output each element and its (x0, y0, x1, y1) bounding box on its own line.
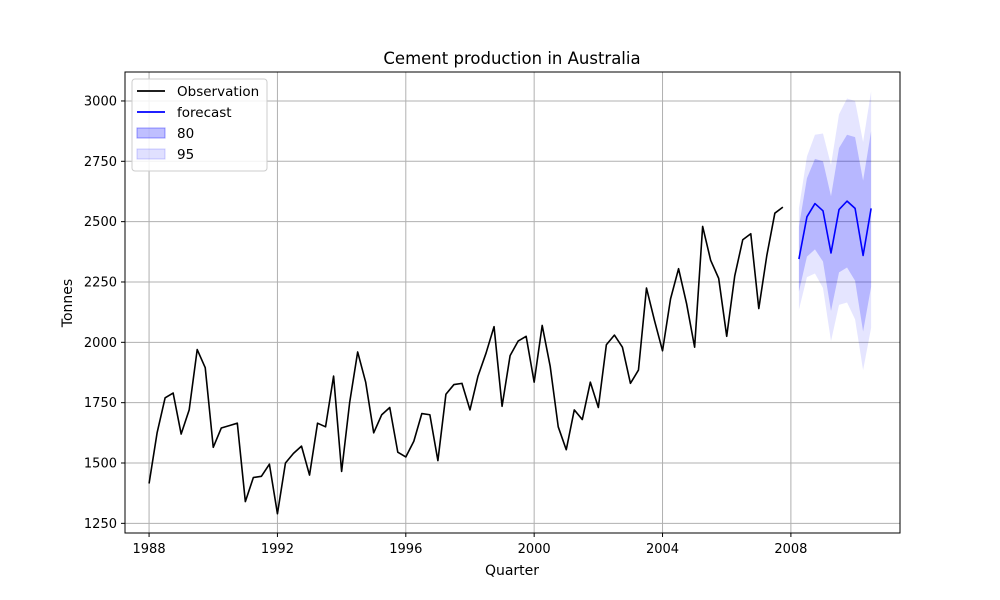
legend-item-observation: Observation (137, 84, 259, 100)
y-tick-label: 1250 (84, 517, 117, 532)
y-tick-label: 1500 (84, 457, 117, 472)
legend-swatch (136, 148, 166, 160)
y-tick-label: 3000 (84, 94, 117, 109)
y-tick-label: 2500 (84, 215, 117, 230)
legend-swatch (136, 127, 166, 139)
x-axis-label: Quarter (485, 563, 539, 579)
observation-line (148, 206, 784, 515)
forecast-line (798, 200, 872, 260)
legend-label: 80 (177, 126, 194, 142)
x-tick-label: 1988 (133, 542, 166, 557)
x-tick-label: 2000 (518, 542, 551, 557)
plot-frame (124, 71, 901, 534)
legend-item-band80: 80 (136, 126, 194, 142)
x-tick-label: 1992 (261, 542, 294, 557)
legend-box (131, 78, 268, 172)
y-tick-label: 2250 (84, 275, 117, 290)
legend-item-band95: 95 (136, 147, 194, 163)
y-tick-label: 2750 (84, 155, 117, 170)
x-axis: 1988 1992 1996 2000 2004 2008 (133, 533, 807, 557)
legend-label: Observation (177, 84, 259, 100)
grid (125, 72, 900, 533)
x-tick-label: 2004 (646, 542, 679, 557)
legend: Observation forecast 80 95 (131, 78, 268, 172)
legend-label: 95 (177, 147, 194, 163)
forecast-series (798, 200, 872, 260)
y-tick-label: 1750 (84, 396, 117, 411)
y-axis-label: Tonnes (60, 279, 76, 328)
y-tick-label: 2000 (84, 336, 117, 351)
observation-series (148, 206, 784, 515)
x-tick-label: 1996 (389, 542, 422, 557)
chart-title: Cement production in Australia (383, 49, 640, 68)
x-tick-label: 2008 (774, 542, 807, 557)
y-axis: 1250 1500 1750 2000 2250 2500 2750 3000 (84, 94, 125, 532)
legend-item-forecast: forecast (137, 105, 232, 121)
legend-label: forecast (177, 105, 232, 121)
